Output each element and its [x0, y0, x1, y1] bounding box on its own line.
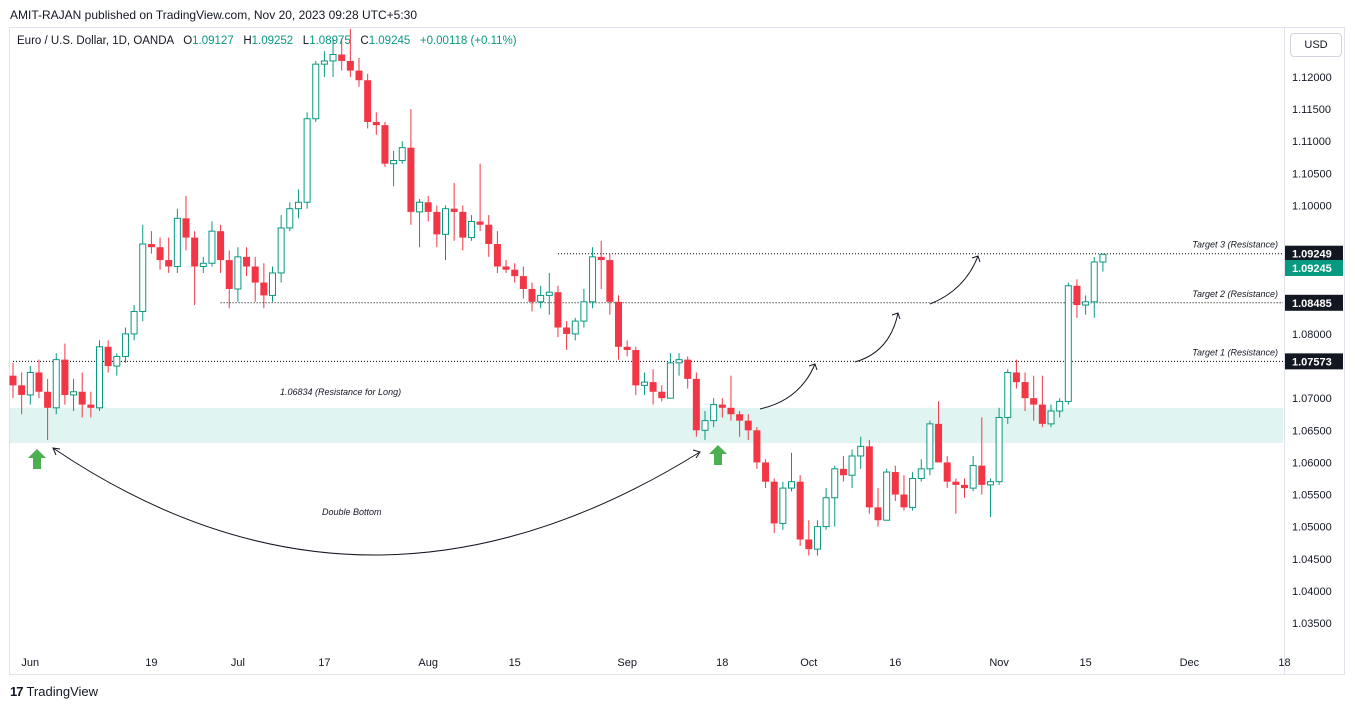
- low-label: L: [302, 35, 310, 47]
- change-value: +0.00118 (+0.11%): [419, 35, 517, 47]
- symbol-name[interactable]: Euro / U.S. Dollar, 1D, OANDA: [17, 35, 174, 47]
- close-value: 1.09245: [368, 35, 411, 47]
- open-label: O: [183, 35, 193, 47]
- open-value: 1.09127: [192, 35, 234, 47]
- price-axis[interactable]: [1285, 27, 1345, 675]
- currency-button[interactable]: USD: [1290, 33, 1342, 57]
- footer-brand[interactable]: TradingView: [26, 684, 99, 699]
- publisher-header: AMIT-RAJAN published on TradingView.com,…: [10, 8, 417, 22]
- high-value: 1.09252: [251, 35, 294, 47]
- footer: 17 TradingView: [10, 684, 98, 699]
- high-label: H: [243, 35, 252, 47]
- chart-pane[interactable]: [9, 27, 1285, 675]
- low-value: 1.08975: [309, 35, 351, 47]
- tradingview-logo-icon[interactable]: 17: [10, 684, 24, 699]
- close-label: C: [360, 35, 369, 47]
- symbol-legend: Euro / U.S. Dollar, 1D, OANDA O1.09127 H…: [17, 35, 517, 47]
